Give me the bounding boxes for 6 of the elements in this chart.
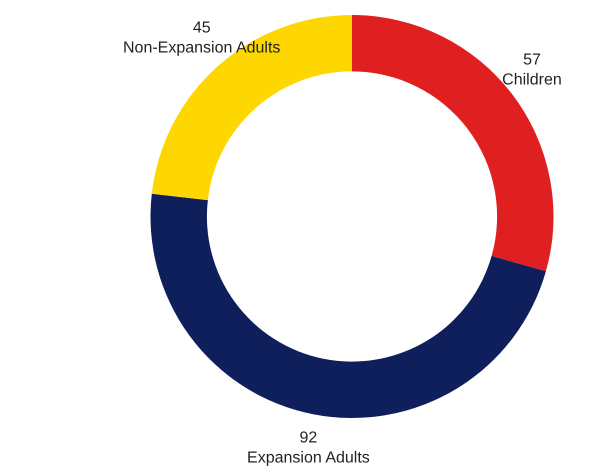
data-label: 45	[192, 20, 211, 37]
data-label: 57	[523, 52, 541, 69]
slice-label: Children	[502, 72, 562, 89]
data-label: 92	[300, 429, 318, 446]
slice-label: Expansion Adults	[247, 449, 370, 466]
slice-label: Non-Expansion Adults	[122, 40, 280, 57]
